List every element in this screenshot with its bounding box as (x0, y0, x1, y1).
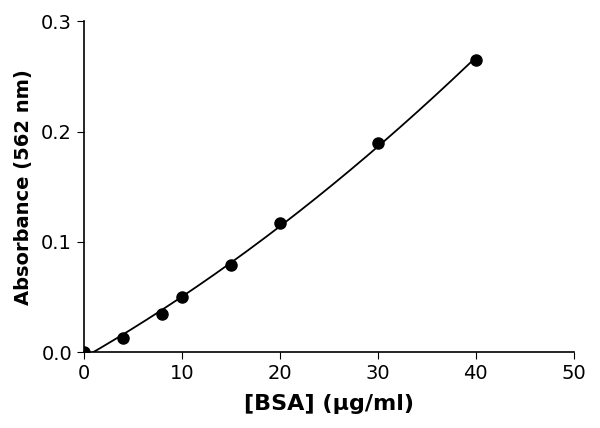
Y-axis label: Absorbance (562 nm): Absorbance (562 nm) (14, 69, 33, 305)
X-axis label: [BSA] (μg/ml): [BSA] (μg/ml) (244, 394, 414, 414)
